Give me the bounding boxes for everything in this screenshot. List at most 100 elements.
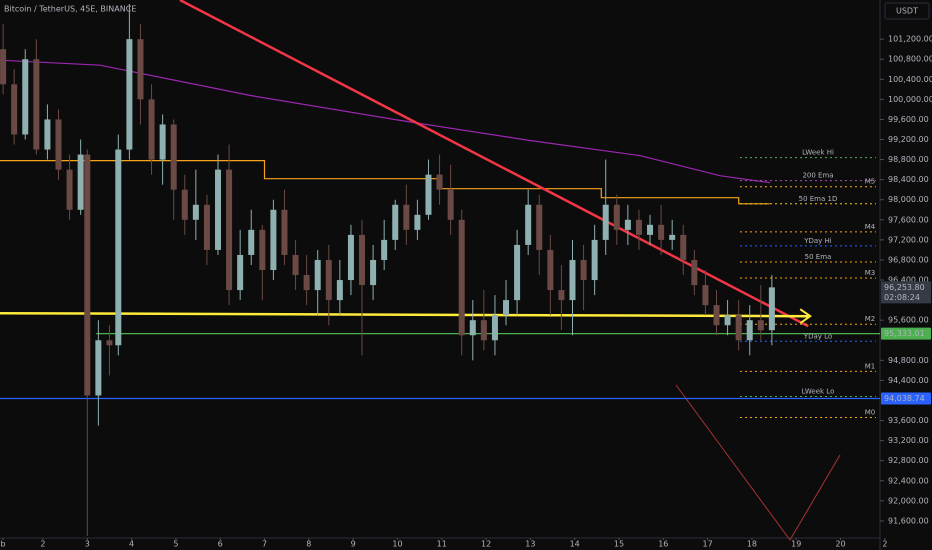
- candle-body: [95, 340, 102, 396]
- candle-body: [106, 340, 113, 346]
- candle-body: [292, 254, 299, 276]
- candle-body: [669, 234, 676, 240]
- level-label: YDay Lo: [803, 332, 832, 340]
- projection: [675, 384, 841, 541]
- plot: [0, 0, 880, 536]
- candle-body: [480, 320, 487, 341]
- level-label: LWeek Hi: [802, 149, 834, 157]
- y-tick-label: 100,400.00: [888, 75, 932, 84]
- currency[interactable]: USDT: [896, 7, 918, 16]
- price-badge-timer: 02:08:24: [884, 293, 920, 302]
- y-tick-label: 101,200.00: [888, 35, 932, 44]
- candle-body: [691, 259, 698, 286]
- y-tick-label: 97,200.00: [888, 235, 929, 244]
- candle-body: [658, 224, 665, 240]
- candle-body: [757, 320, 764, 331]
- y-tick-label: 92,400.00: [888, 476, 929, 485]
- overlay-line: [0, 311, 809, 318]
- candle-body: [281, 209, 288, 255]
- y-tick-label: 98,800.00: [888, 155, 929, 164]
- candle-body: [248, 229, 255, 255]
- candle-body: [370, 259, 377, 286]
- x-tick-label: 13: [525, 540, 535, 549]
- overlay-line: [0, 59, 771, 184]
- candle-body: [635, 219, 642, 235]
- x-tick-label: 2: [40, 540, 45, 549]
- candle-body: [148, 99, 155, 160]
- candle-body: [458, 219, 465, 336]
- candle-body: [469, 320, 476, 336]
- price-badge: [881, 327, 931, 340]
- candle-body: [325, 259, 332, 301]
- candle-body: [414, 214, 421, 230]
- candle-body: [336, 280, 343, 301]
- x-tick-label: 8: [306, 540, 311, 549]
- candle-body: [514, 244, 521, 301]
- y-tick-label: 92,000.00: [888, 496, 929, 505]
- x-tick-label: 4: [129, 540, 134, 549]
- overlay-line: [179, 0, 809, 328]
- candle-body: [702, 285, 709, 306]
- x-tick-label: 20: [835, 540, 845, 549]
- x-tick-label: 19: [791, 540, 801, 549]
- candle-body: [226, 169, 233, 291]
- candle-body: [503, 300, 510, 316]
- y-tick-label: 96,800.00: [888, 255, 929, 264]
- x-tick-label: b: [0, 540, 5, 549]
- candle-body: [558, 290, 565, 301]
- candle-body: [447, 189, 454, 220]
- candle-body: [303, 275, 310, 291]
- candle-body: [624, 219, 631, 230]
- y-tick-label: 99,600.00: [888, 115, 929, 124]
- candle-body: [547, 249, 554, 291]
- candle-body: [259, 229, 266, 271]
- candle-body: [436, 174, 443, 190]
- x-tick-label: 17: [703, 540, 713, 549]
- candle-body: [536, 204, 543, 250]
- candle-body: [55, 119, 62, 170]
- x-tick-label: 12: [481, 540, 491, 549]
- candle-body: [602, 204, 609, 240]
- y-tick-label: 97,600.00: [888, 215, 929, 224]
- x-tick-label: 14: [570, 540, 580, 549]
- y-tick-label: 99,200.00: [888, 135, 929, 144]
- level-label: M3: [865, 269, 876, 277]
- currency-box[interactable]: [884, 2, 930, 20]
- y-tick-label: 100,800.00: [888, 55, 932, 64]
- candle-body: [647, 224, 654, 235]
- candle-body: [33, 59, 40, 150]
- x-tick-label: 15: [614, 540, 624, 549]
- level-label: M2: [865, 315, 876, 323]
- candle-body: [181, 189, 188, 220]
- candle-body: [44, 119, 51, 150]
- price-badge: [881, 392, 931, 405]
- candle-body: [569, 259, 576, 301]
- candle-body: [359, 234, 366, 286]
- level-label: M5: [865, 178, 876, 186]
- level-label: M0: [865, 409, 876, 417]
- y-tick-label: 100,000.00: [888, 95, 932, 104]
- candle-body: [403, 204, 410, 230]
- candle-body: [170, 124, 177, 190]
- level-label: 50 Ema: [805, 253, 832, 261]
- candle-body: [580, 259, 587, 281]
- level-label: M1: [865, 362, 876, 370]
- candle-body: [192, 204, 199, 220]
- candle-body: [768, 287, 775, 331]
- candle-body: [491, 315, 498, 341]
- y-tick-label: 98,400.00: [888, 175, 929, 184]
- x-tick-label: 6: [218, 540, 223, 549]
- x-tick-label: 3: [85, 540, 90, 549]
- candle-body: [270, 209, 277, 271]
- candle-body: [237, 254, 244, 291]
- y-tick-label: 94,400.00: [888, 376, 929, 385]
- y-tick-label: 95,600.00: [888, 316, 929, 325]
- candle-body: [22, 59, 29, 135]
- candle-body: [392, 204, 399, 240]
- candle-body: [11, 84, 18, 135]
- candle-body: [735, 315, 742, 341]
- y-tick-label: 93,600.00: [888, 416, 929, 425]
- level-label: M4: [865, 223, 876, 231]
- x-tick-label: 11: [437, 540, 447, 549]
- candle-body: [713, 305, 720, 326]
